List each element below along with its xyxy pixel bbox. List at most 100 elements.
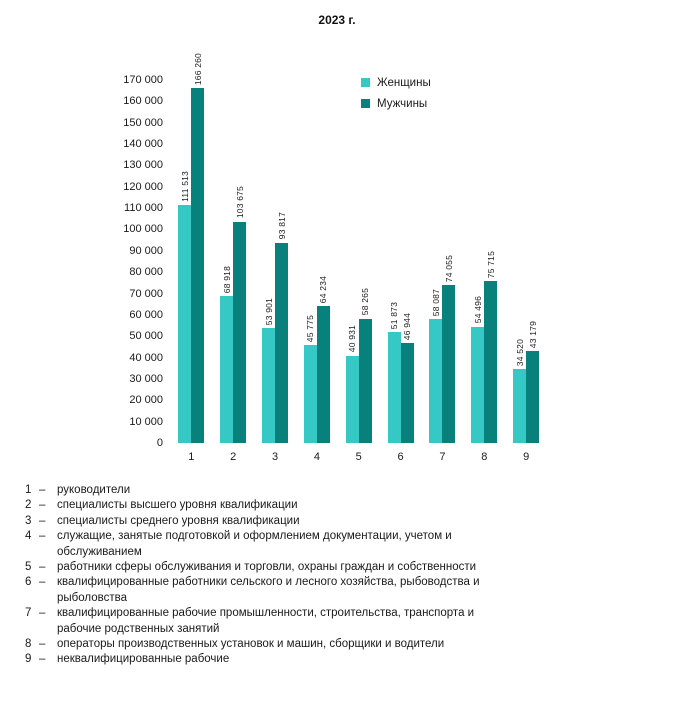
x-axis-tick-label: 2 [230,451,237,463]
bar-women-5 [345,355,359,443]
y-axis-tick-label: 150 000 [123,116,163,129]
bar-men-6 [400,342,414,443]
bar-value-label-women-7: 58 087 [430,288,441,316]
y-axis-tick-label: 60 000 [129,308,163,321]
bar-value-label-women-1: 111 513 [179,171,190,202]
legend-swatch-icon [361,78,370,87]
bar-value-label-women-6: 51 873 [389,302,400,330]
footnote-dash: – [39,561,46,574]
footnote-dash: – [39,484,46,496]
footnote-number: 1 [25,484,32,496]
bar-men-2 [233,221,247,443]
footnote-text: руководители [57,484,131,496]
footnote-text: квалифицированные работники сельского и … [57,576,480,604]
footnote-dash: – [39,638,46,651]
bar-men-1 [191,87,205,443]
bar-women-8 [471,326,485,443]
footnote-number: 8 [25,638,32,651]
footnote-number: 6 [25,576,32,589]
footnote-dash: – [39,514,46,527]
bar-value-label-women-8: 54 496 [472,296,483,324]
legend-label: Мужчины [377,97,428,110]
footnote-number: 4 [25,530,32,543]
y-axis-tick-label: 120 000 [123,180,163,193]
x-axis-tick-label: 9 [523,451,530,463]
y-axis-tick-label: 50 000 [129,330,163,343]
bar-value-label-men-7: 74 055 [443,254,454,282]
x-axis-tick-label: 6 [397,451,404,463]
y-axis-tick-label: 30 000 [129,372,163,385]
x-axis-tick-label: 5 [355,451,362,463]
bar-women-3 [262,327,276,443]
footnote-text: неквалифицированные рабочие [57,653,230,666]
chart-title: 2023 г. [318,13,356,27]
footnote-number: 5 [25,561,32,574]
bar-value-label-women-9: 34 520 [514,339,525,367]
y-axis-tick-label: 10 000 [129,415,163,428]
chart-legend: Женщины Мужчины [361,72,431,114]
y-axis-tick-label: 80 000 [129,266,163,279]
legend-item-men: Мужчины [361,93,431,114]
footnote-text: квалифицированные рабочие промышленности… [57,607,475,635]
category-footnotes: 1– руководители 2– специалисты высшего уров… [25,483,507,668]
bar-value-label-women-5: 40 931 [347,325,358,353]
footnote-number: 2 [25,499,32,512]
x-axis-tick-label: 8 [481,451,488,463]
footnote-item-7: 7– квалифицированные рабочие промышленнос… [25,606,507,637]
footnote-number: 3 [25,514,32,527]
y-axis-tick-label: 40 000 [129,351,163,364]
bar-value-label-men-8: 75 715 [485,251,496,279]
bar-men-5 [358,318,372,443]
bar-women-9 [513,369,527,443]
bar-women-2 [220,295,234,443]
footnote-text: служащие, занятые подготовкой и оформлен… [57,530,452,558]
y-axis-tick-label: 160 000 [123,95,163,108]
y-axis-tick-label: 20 000 [129,394,163,407]
y-axis-tick-label: 140 000 [123,138,163,151]
bar-men-7 [442,284,456,443]
bar-value-label-men-3: 93 817 [276,212,287,240]
bar-men-9 [526,350,540,443]
bar-value-label-women-4: 45 775 [305,315,316,343]
bar-value-label-women-3: 53 901 [263,297,274,325]
footnote-text: специалисты среднего уровня квалификации [57,514,300,527]
legend-item-women: Женщины [361,72,431,93]
y-axis-tick-label: 90 000 [129,244,163,257]
bar-men-8 [484,281,498,443]
footnote-item-1: 1– руководители [25,483,507,498]
footnote-text: работники сферы обслуживания и торговли,… [57,561,477,574]
footnote-item-4: 4– служащие, занятые подготовкой и оформл… [25,529,507,560]
bar-value-label-men-6: 46 944 [402,312,413,340]
footnote-dash: – [39,576,46,589]
legend-swatch-icon [361,99,370,108]
footnote-item-5: 5– работники сферы обслуживания и торговл… [25,560,507,575]
bar-value-label-men-5: 58 265 [360,288,371,316]
footnote-item-3: 3– специалисты среднего уровня квалификац… [25,514,507,529]
bar-value-label-women-2: 68 918 [221,265,232,293]
legend-label: Женщины [377,76,431,89]
footnote-item-9: 9– неквалифицированные рабочие [25,652,507,667]
bar-value-label-men-4: 64 234 [318,275,329,303]
y-axis-tick-label: 70 000 [129,287,163,300]
footnote-dash: – [39,499,46,512]
bar-women-7 [429,318,443,443]
bar-men-3 [275,242,289,443]
footnote-number: 7 [25,607,32,620]
bar-women-1 [178,204,192,443]
x-axis-tick-label: 7 [439,451,446,463]
x-axis-tick-label: 3 [271,451,279,463]
bar-men-4 [316,305,330,443]
y-axis-tick-label: 110 000 [124,202,163,215]
footnote-dash: – [39,530,46,543]
bar-value-label-men-1: 166 260 [192,52,203,85]
footnote-text: операторы производственных установок и м… [57,638,445,651]
y-axis-tick-label: 170 000 [123,74,163,86]
bar-women-4 [303,345,317,443]
bar-value-label-men-2: 103 675 [234,186,245,219]
footnote-item-8: 8– операторы производственных установок и… [25,637,507,652]
footnote-number: 9 [25,653,32,666]
y-axis-tick-label: 0 [156,437,163,449]
footnote-item-2: 2– специалисты высшего уровня квалификаци… [25,498,507,513]
footnote-text: специалисты высшего уровня квалификации [57,499,298,512]
